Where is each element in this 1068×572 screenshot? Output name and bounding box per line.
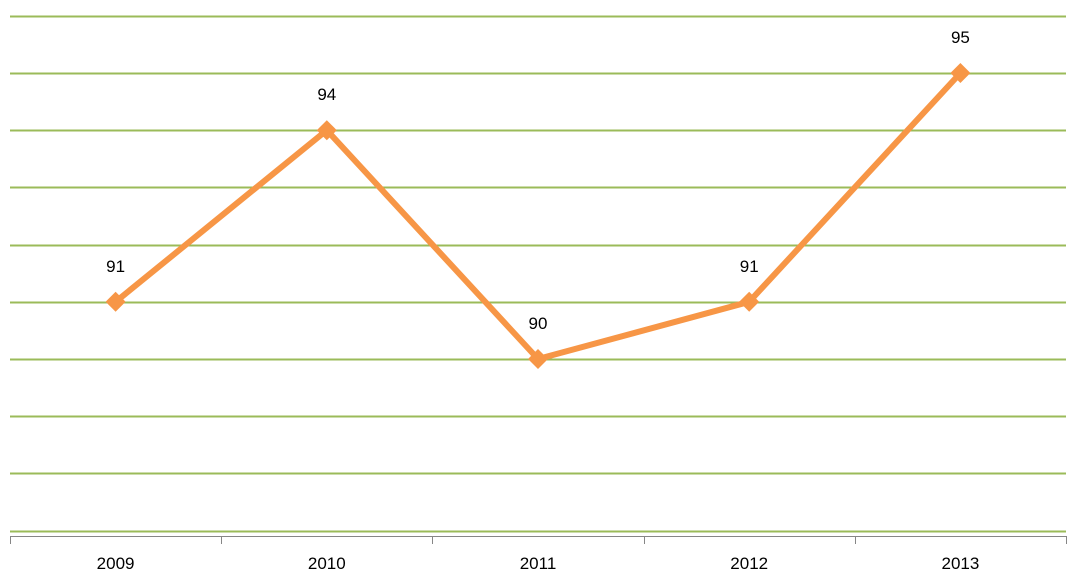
x-tick-label-2013: 2013 xyxy=(941,554,979,572)
gridlines xyxy=(10,15,1066,533)
data-labels: 91 94 90 91 95 xyxy=(106,28,970,333)
data-point-2012 xyxy=(739,291,760,312)
x-tick-label-2011: 2011 xyxy=(520,554,557,572)
data-point-2010 xyxy=(316,120,337,141)
x-tick-label-2009: 2009 xyxy=(97,554,135,572)
series-line-group xyxy=(105,63,971,369)
x-tick-label-2010: 2010 xyxy=(308,554,346,572)
x-tick-label-2012: 2012 xyxy=(730,554,768,572)
data-label-2010: 94 xyxy=(317,85,336,104)
data-label-2009: 91 xyxy=(106,257,125,276)
x-axis: 2009 2010 2011 2012 2013 xyxy=(10,536,1067,572)
data-label-2011: 90 xyxy=(529,314,548,333)
data-point-2009 xyxy=(105,291,126,312)
data-point-2013 xyxy=(950,63,971,83)
data-label-2013: 95 xyxy=(951,28,970,47)
data-label-2012: 91 xyxy=(740,257,759,276)
data-point-2011 xyxy=(528,349,548,369)
